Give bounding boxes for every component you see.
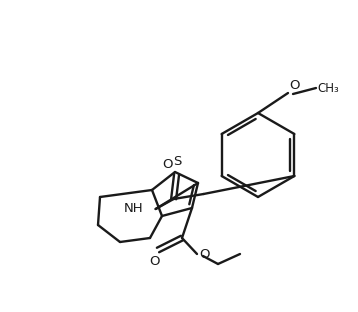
Text: CH₃: CH₃: [317, 81, 339, 95]
Text: O: O: [289, 79, 300, 92]
Text: S: S: [173, 155, 181, 168]
Text: O: O: [162, 158, 173, 171]
Text: NH: NH: [124, 202, 144, 216]
Text: O: O: [199, 247, 209, 261]
Text: O: O: [150, 255, 160, 268]
